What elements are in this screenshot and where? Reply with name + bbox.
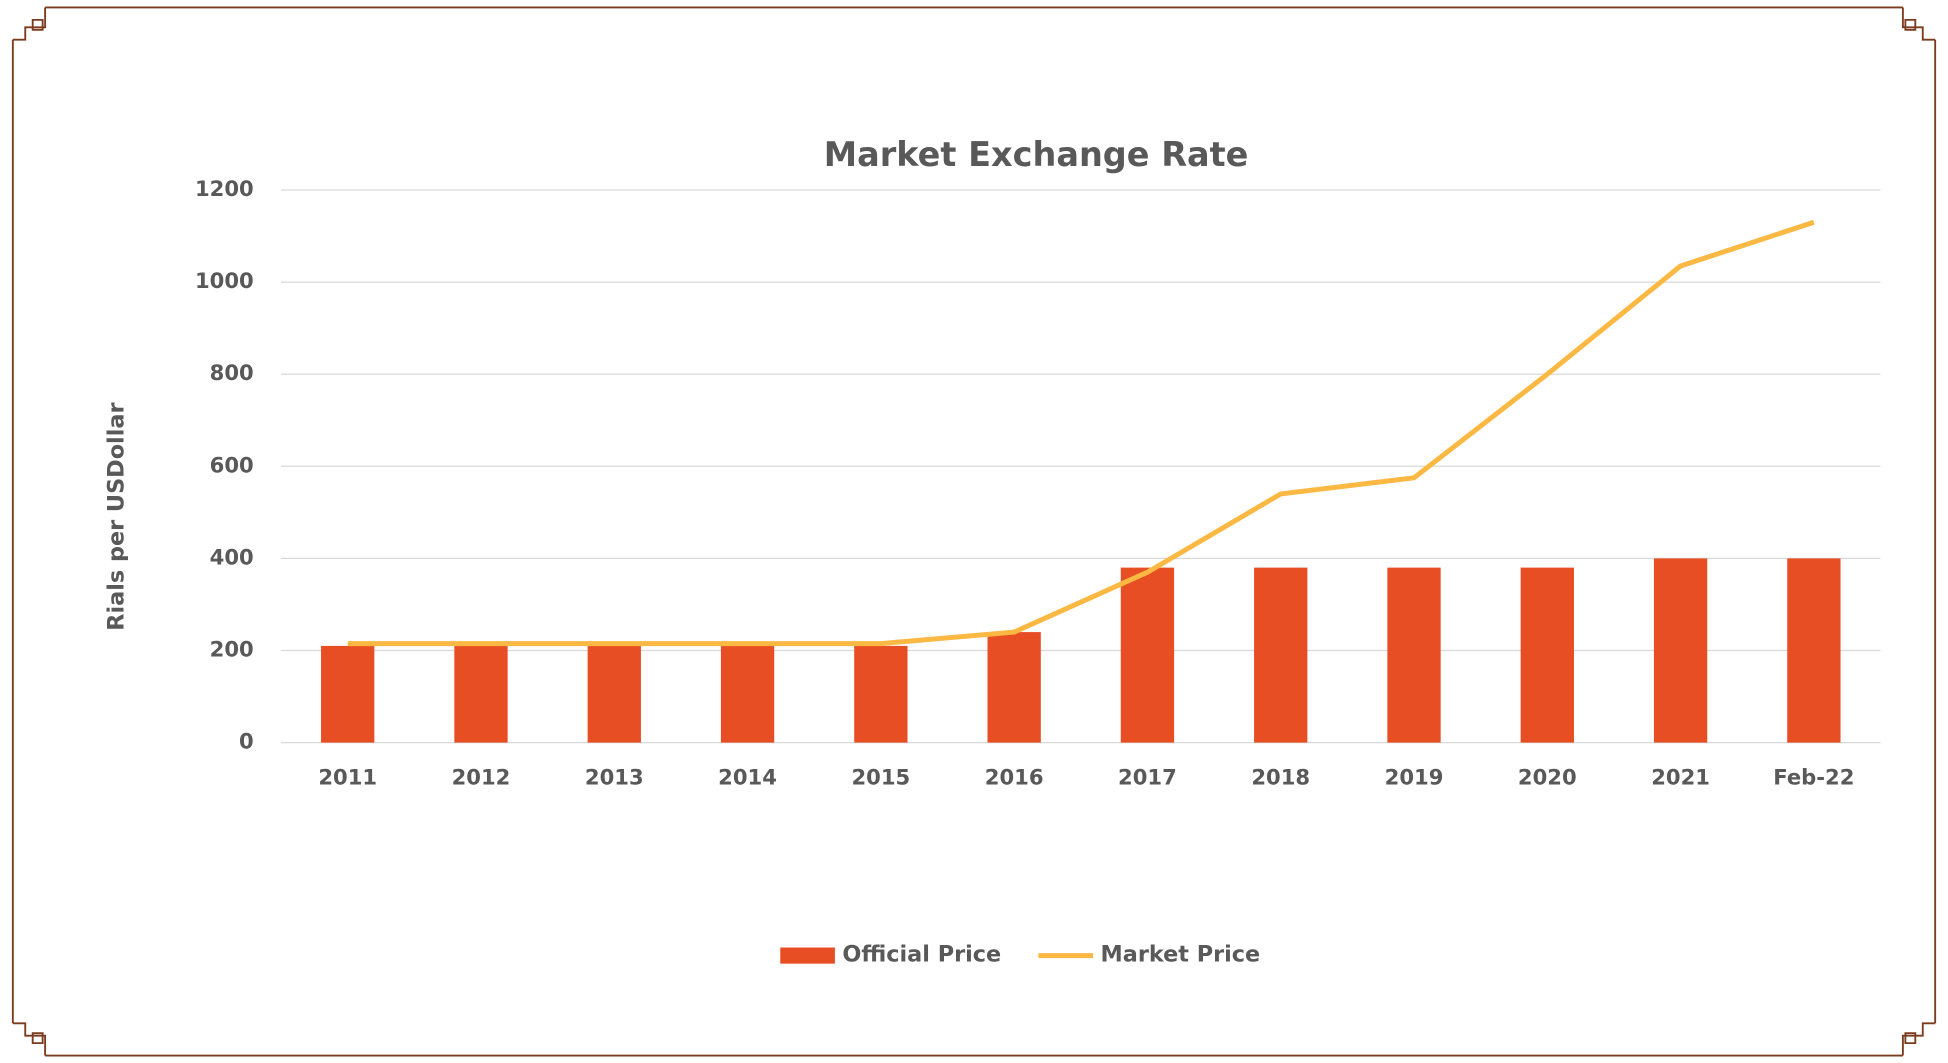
bar [720,645,775,743]
bar [1787,558,1841,743]
chart-title: Market Exchange Rate [824,135,1249,174]
x-tick-label: 2016 [985,765,1044,790]
bar [454,645,508,743]
y-tick-label: 600 [210,452,254,477]
x-tick-label: 2011 [318,765,377,790]
line [347,219,1815,647]
x-tick-label: 2018 [1251,765,1310,790]
legend-label: Market Price [1101,941,1261,967]
x-tick-label: 2020 [1518,765,1577,790]
frame [11,6,1937,1057]
x-tick-label: 2014 [718,765,777,790]
bar [1254,567,1308,743]
bar [1520,567,1574,743]
legend-label: Official Price [842,941,1001,967]
x-tick-label: Feb-22 [1773,765,1854,790]
x-tick-label: 2015 [851,765,910,790]
y-tick-label: 1200 [195,176,254,201]
x-tick-label: 2021 [1651,765,1710,790]
y-tick-label: 0 [239,729,254,754]
y-axis-title: Rials per USDollar [104,403,130,631]
y-tick-label: 400 [210,544,254,569]
x-tick-label: 2019 [1385,765,1444,790]
legend-swatch [780,947,835,964]
y-tick-label: 1000 [195,268,254,293]
y-tick-label: 200 [210,637,254,662]
bar [854,645,908,743]
bar [1653,558,1708,743]
y-tick-label: 800 [210,360,254,385]
bar [1120,567,1175,743]
bar [1387,567,1441,743]
x-tick-label: 2017 [1118,765,1177,790]
bar [587,645,641,743]
bar [321,645,375,743]
x-tick-label: 2013 [585,765,644,790]
x-tick-label: 2012 [452,765,511,790]
bar [987,632,1041,743]
